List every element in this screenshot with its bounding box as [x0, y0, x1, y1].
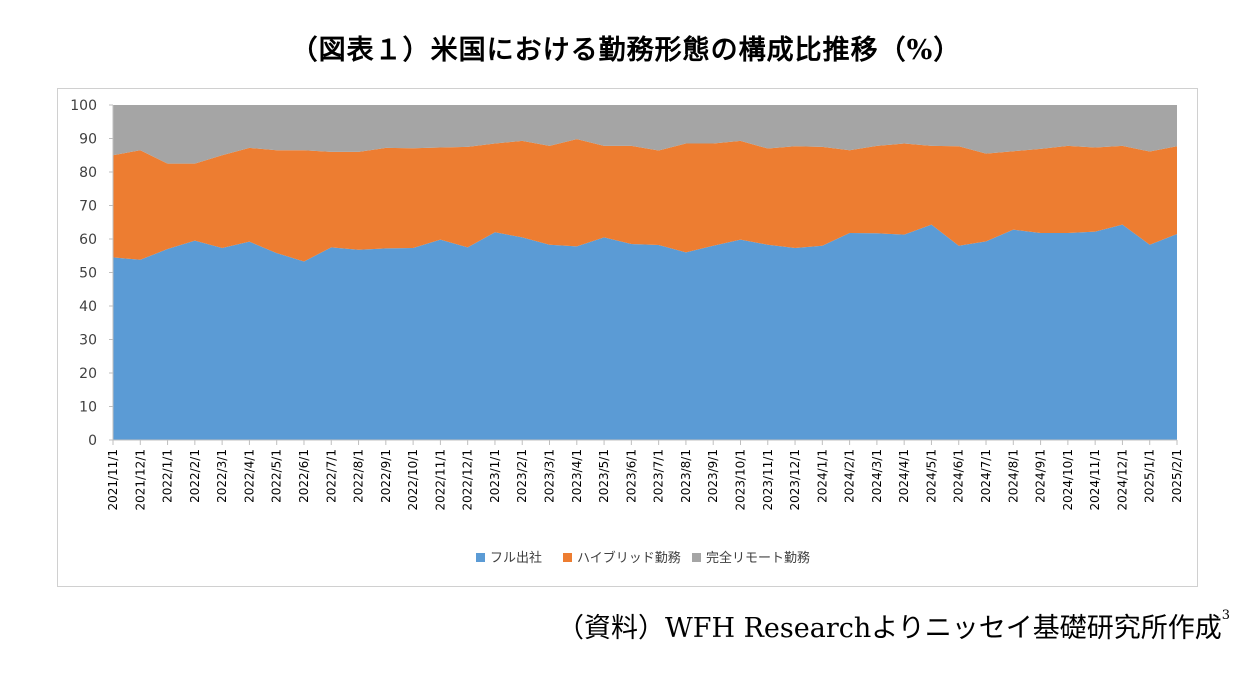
y-tick-label: 90	[79, 132, 97, 148]
legend-swatch	[476, 553, 485, 562]
x-tick-label: 2023/10/1	[733, 449, 747, 511]
x-tick-label: 2022/6/1	[297, 449, 311, 503]
footnote-mark: 3	[1221, 608, 1230, 623]
x-tick-label: 2023/2/1	[515, 449, 529, 503]
x-tick-label: 2022/3/1	[215, 449, 229, 503]
x-tick-label: 2023/3/1	[543, 449, 557, 503]
x-tick-label: 2024/11/1	[1088, 449, 1102, 511]
x-tick-label: 2023/4/1	[570, 449, 584, 503]
x-tick-label: 2022/7/1	[324, 449, 338, 503]
x-tick-label: 2025/1/1	[1143, 449, 1157, 503]
page-title: （図表１）米国における勤務形態の構成比推移（%）	[290, 35, 962, 66]
x-tick-label: 2022/10/1	[406, 449, 420, 511]
x-tick-label: 2024/6/1	[952, 449, 966, 503]
y-tick-label: 50	[79, 266, 97, 282]
x-tick-label: 2023/6/1	[624, 449, 638, 503]
y-tick-label: 60	[79, 232, 97, 248]
legend-swatch	[563, 553, 572, 562]
x-tick-label: 2021/11/1	[106, 449, 120, 511]
y-tick-label: 100	[70, 98, 97, 114]
x-tick-label: 2023/5/1	[597, 449, 611, 503]
area-series-2	[113, 139, 1177, 262]
x-tick-label: 2022/12/1	[461, 449, 475, 511]
x-tick-label: 2024/1/1	[815, 449, 829, 503]
x-tick-label: 2023/1/1	[488, 449, 502, 503]
x-tick-label: 2025/2/1	[1170, 449, 1184, 503]
x-tick-label: 2024/3/1	[870, 449, 884, 503]
y-tick-label: 30	[79, 333, 97, 349]
legend-label: フル出社	[490, 550, 542, 566]
x-tick-label: 2023/11/1	[761, 449, 775, 511]
legend-label: 完全リモート勤務	[706, 550, 810, 566]
y-tick-label: 80	[79, 165, 97, 181]
x-tick-label: 2022/5/1	[270, 449, 284, 503]
y-tick-label: 70	[79, 199, 97, 215]
x-tick-label: 2022/2/1	[188, 449, 202, 503]
y-tick-label: 40	[79, 299, 97, 315]
x-tick-label: 2024/12/1	[1115, 449, 1129, 511]
x-tick-label: 2022/11/1	[433, 449, 447, 511]
source-note: （資料）WFH Researchよりニッセイ基礎研究所作成3	[557, 606, 1230, 645]
y-tick-label: 20	[79, 366, 97, 382]
x-tick-label: 2024/8/1	[1006, 449, 1020, 503]
x-tick-label: 2024/2/1	[843, 449, 857, 503]
legend-label: ハイブリッド勤務	[577, 550, 681, 566]
x-tick-label: 2024/9/1	[1034, 449, 1048, 503]
area-series-1	[113, 224, 1177, 440]
area-series-3	[113, 105, 1177, 164]
x-tick-label: 2022/8/1	[352, 449, 366, 503]
x-tick-label: 2022/9/1	[379, 449, 393, 503]
x-tick-label: 2023/12/1	[788, 449, 802, 511]
x-tick-label: 2023/7/1	[652, 449, 666, 503]
x-tick-label: 2022/4/1	[242, 449, 256, 503]
x-tick-label: 2022/1/1	[161, 449, 175, 503]
x-tick-label: 2023/9/1	[706, 449, 720, 503]
y-tick-label: 10	[79, 400, 97, 416]
x-tick-label: 2023/8/1	[679, 449, 693, 503]
y-tick-label: 0	[88, 433, 97, 449]
x-tick-label: 2024/5/1	[924, 449, 938, 503]
legend-swatch	[692, 553, 701, 562]
source-text: （資料）WFH Researchよりニッセイ基礎研究所作成	[556, 613, 1222, 644]
x-tick-label: 2021/12/1	[133, 449, 147, 511]
x-tick-label: 2024/7/1	[979, 449, 993, 503]
x-tick-label: 2024/10/1	[1061, 449, 1075, 511]
x-tick-label: 2024/4/1	[897, 449, 911, 503]
